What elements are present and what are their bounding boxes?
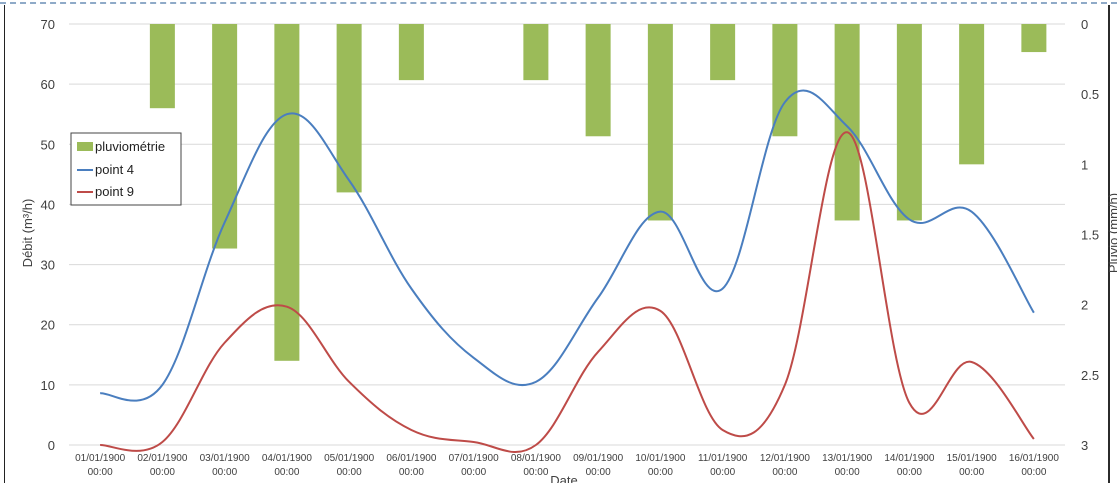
x-tick-label: 01/01/1900 00:00	[75, 453, 125, 478]
y-tick-label: 20	[41, 318, 55, 333]
bar-pluviometrie	[585, 24, 611, 137]
y2-axis-ticks: 0 0.5 1 1.5 2 2.5 3	[1081, 17, 1099, 453]
y2-tick-label: 1.5	[1081, 228, 1099, 243]
legend-label-point-9: point 9	[95, 184, 134, 199]
x-tick-label: 13/01/1900 00:00	[822, 453, 872, 478]
bar-pluviometrie	[1021, 24, 1047, 53]
x-tick-label: 12/01/1900 00:00	[760, 453, 810, 478]
x-tick-label: 06/01/1900 00:00	[386, 453, 436, 478]
bar-pluviometrie	[647, 24, 673, 221]
x-tick-label: 04/01/1900 00:00	[262, 453, 312, 478]
y-tick-label: 60	[41, 77, 55, 92]
bar-pluviometrie	[710, 24, 736, 81]
y2-tick-label: 0.5	[1081, 87, 1099, 102]
bar-pluviometrie	[834, 24, 860, 221]
lines-group	[99, 89, 1035, 454]
y-tick-label: 40	[41, 197, 55, 212]
legend: pluviométrie point 4 point 9	[70, 132, 182, 206]
bar-pluviometrie	[212, 24, 238, 249]
bar-pluviometrie	[149, 24, 175, 109]
y2-tick-label: 2	[1081, 298, 1088, 313]
y-tick-label: 70	[41, 17, 55, 32]
x-axis-title: Date	[550, 473, 577, 483]
x-tick-label: 03/01/1900 00:00	[200, 453, 250, 478]
line-point-9	[100, 131, 1035, 454]
y-tick-label: 50	[41, 137, 55, 152]
y2-tick-label: 1	[1081, 157, 1088, 172]
bar-pluviometrie	[959, 24, 985, 165]
bar-pluviometrie	[523, 24, 549, 81]
x-tick-label: 11/01/1900 00:00	[698, 453, 748, 478]
y2-tick-label: 0	[1081, 17, 1088, 32]
x-tick-label: 16/01/1900 00:00	[1009, 453, 1059, 478]
line-point-4	[99, 89, 1035, 402]
right-border	[1108, 5, 1110, 483]
x-tick-label: 14/01/1900 00:00	[884, 453, 934, 478]
x-tick-label: 02/01/1900 00:00	[137, 453, 187, 478]
legend-label-point-4: point 4	[95, 162, 134, 177]
y2-tick-label: 3	[1081, 438, 1088, 453]
x-tick-label: 05/01/1900 00:00	[324, 453, 374, 478]
x-axis-ticks: 01/01/1900 00:00 02/01/1900 00:00 03/01/1900…	[75, 453, 1059, 478]
y2-tick-label: 2.5	[1081, 368, 1099, 383]
bar-pluviometrie	[896, 24, 922, 221]
y-axis-title: Débit (m³/h)	[20, 199, 35, 268]
x-tick-label: 09/01/1900 00:00	[573, 453, 623, 478]
y-tick-label: 10	[41, 378, 55, 393]
x-tick-label: 10/01/1900 00:00	[635, 453, 685, 478]
y2-axis-title: Pluvio (mm/h)	[1106, 193, 1117, 273]
y-axis-ticks: 0 10 20 30 40 50 60 70	[41, 17, 55, 453]
bars-group	[149, 24, 1047, 361]
y-tick-label: 30	[41, 258, 55, 273]
bar-pluviometrie	[336, 24, 362, 193]
top-dashed-border	[0, 2, 1117, 4]
legend-swatch-pluviometrie	[77, 142, 93, 151]
bar-pluviometrie	[398, 24, 424, 81]
x-tick-label: 07/01/1900 00:00	[449, 453, 499, 478]
x-tick-label: 08/01/1900 00:00	[511, 453, 561, 478]
left-border	[4, 5, 5, 483]
x-tick-label: 15/01/1900 00:00	[947, 453, 997, 478]
y-tick-label: 0	[48, 438, 55, 453]
legend-label-pluviometrie: pluviométrie	[95, 139, 165, 154]
